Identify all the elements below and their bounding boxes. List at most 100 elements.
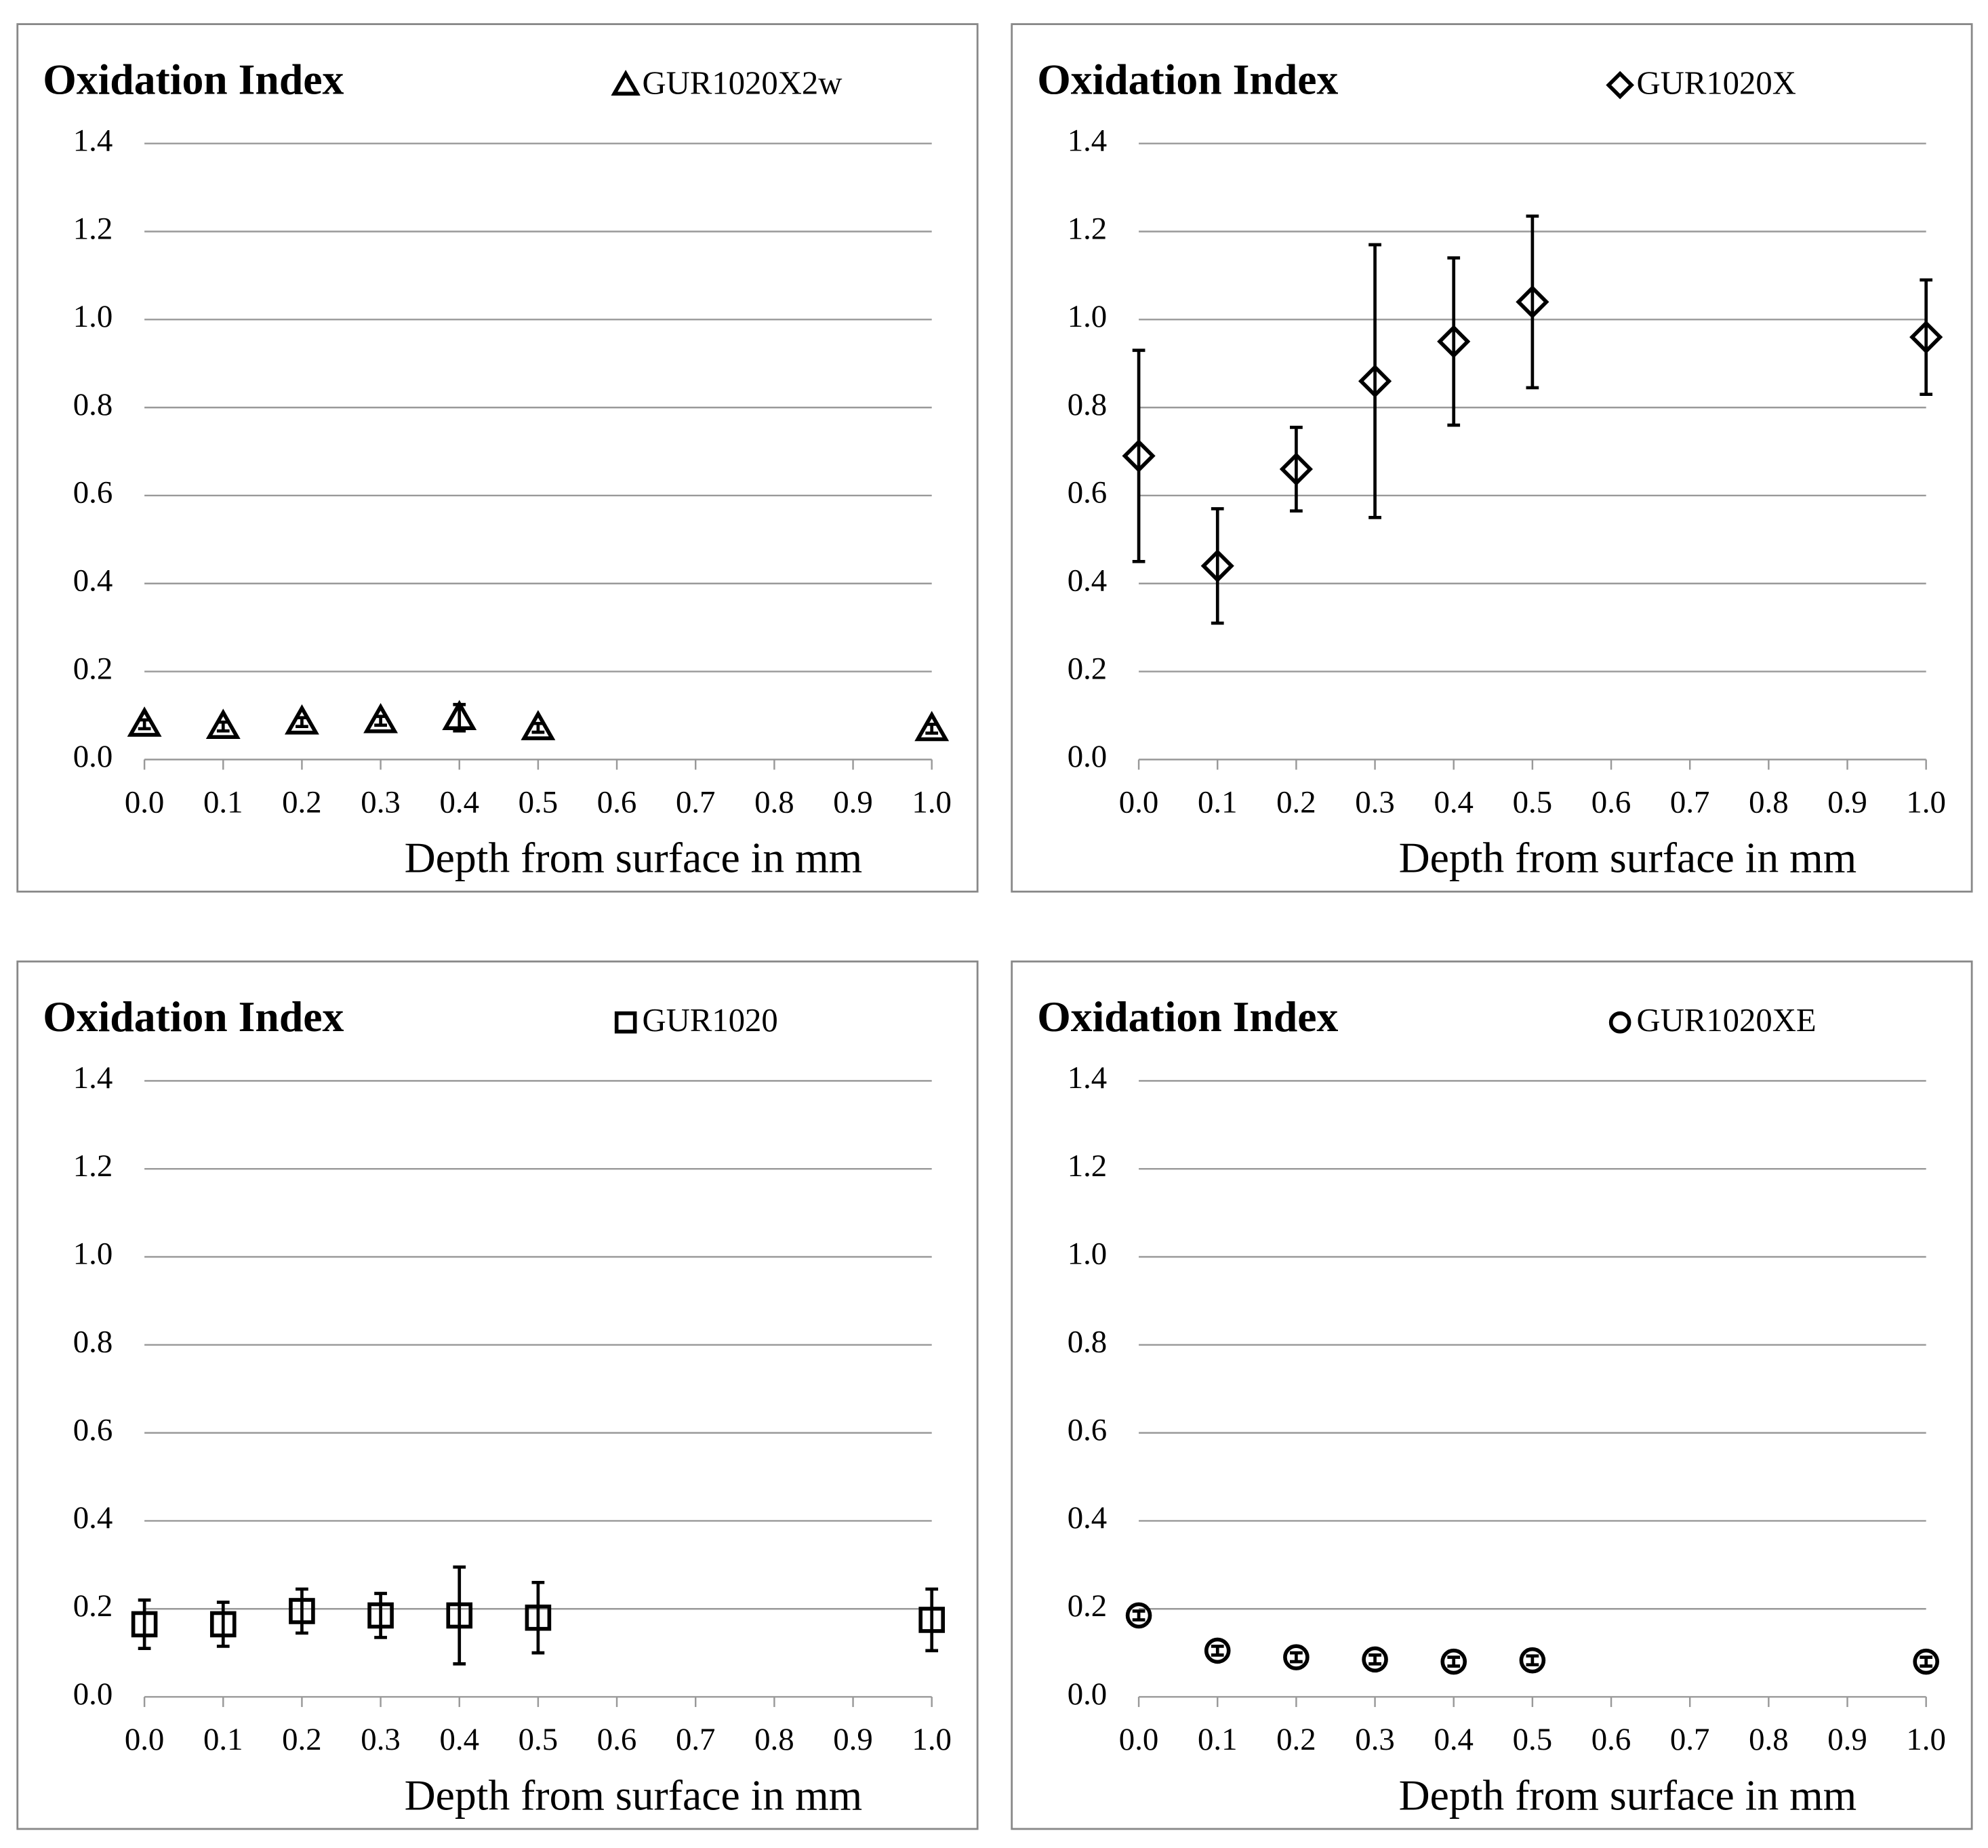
y-tick-label: 0.2: [73, 1588, 113, 1624]
error-bar: [1132, 348, 1145, 563]
error-bar: [1211, 507, 1224, 625]
error-bar: [453, 1565, 466, 1666]
error-bar: [1290, 426, 1303, 513]
x-axis-label: Depth from surface in mm: [405, 834, 863, 882]
marker: [289, 1598, 315, 1624]
legend-label: GUR1020X: [1637, 65, 1796, 102]
legend-label: GUR1020X2w: [643, 65, 843, 102]
marker: [1200, 549, 1234, 583]
marker: [284, 704, 319, 735]
x-tick-label: 0.0: [125, 1722, 165, 1757]
x-tick-label: 0.9: [833, 1722, 873, 1757]
error-bar: [1368, 1653, 1381, 1666]
y-tick-label: 0.6: [73, 475, 113, 510]
marker: [367, 1602, 394, 1629]
x-axis-label: Depth from surface in mm: [1399, 834, 1857, 882]
y-tick-label: 0.8: [73, 1325, 113, 1360]
marker: [1362, 1646, 1388, 1673]
y-tick-label: 0.6: [1068, 1412, 1108, 1447]
error-bar: [374, 1592, 387, 1639]
x-tick-label: 0.8: [1749, 785, 1789, 820]
marker: [1608, 1011, 1631, 1034]
x-tick-label: 0.4: [1434, 785, 1474, 820]
y-tick-label: 1.0: [1068, 299, 1108, 334]
panel-border: [1011, 23, 1973, 893]
marker: [1606, 71, 1634, 100]
marker: [205, 708, 241, 739]
x-tick-label: 0.4: [1434, 1722, 1474, 1757]
marker: [1913, 1648, 1939, 1675]
marker: [918, 1607, 945, 1633]
chart-title: Oxidation Index: [43, 55, 344, 103]
marker: [1279, 452, 1313, 486]
error-bar: [138, 1598, 151, 1650]
x-axis-label: Depth from surface in mm: [1399, 1771, 1857, 1819]
error-bar: [216, 1601, 230, 1648]
x-tick-label: 0.2: [1276, 785, 1316, 820]
marker: [611, 70, 641, 96]
y-tick-label: 1.4: [73, 123, 113, 158]
x-tick-label: 0.3: [1355, 785, 1395, 820]
marker: [1283, 1644, 1310, 1670]
x-tick-label: 0.9: [833, 785, 873, 820]
y-tick-label: 1.2: [73, 1148, 113, 1184]
panel-border: [1011, 960, 1973, 1830]
x-tick-label: 0.0: [1119, 785, 1159, 820]
chart-title: Oxidation Index: [1037, 55, 1338, 103]
error-bar: [1920, 278, 1933, 397]
marker: [131, 1611, 158, 1638]
marker: [1909, 320, 1943, 354]
marker: [363, 702, 399, 734]
x-tick-label: 0.9: [1827, 1722, 1867, 1757]
error-bar: [1368, 243, 1381, 519]
y-tick-label: 0.4: [73, 563, 113, 599]
x-tick-label: 0.5: [1513, 1722, 1553, 1757]
chart-panel: Oxidation Index 0.0 0.2 0.4 0.6 0.8 1.0 1.2 1.4 0…: [16, 960, 979, 1830]
chart-panel: Oxidation Index 0.0 0.2 0.4 0.6 0.8 1.0 1.2 1.4 0…: [1011, 960, 1973, 1830]
x-tick-label: 1.0: [1906, 1722, 1946, 1757]
chart-panel: Oxidation Index 0.0 0.2 0.4 0.6 0.8 1.0 1.2 1.4 0…: [16, 23, 979, 893]
x-tick-label: 0.7: [1670, 785, 1710, 820]
x-tick-label: 0.5: [519, 785, 559, 820]
y-tick-label: 1.2: [1068, 211, 1108, 246]
y-tick-label: 0.0: [73, 739, 113, 774]
x-tick-label: 1.0: [912, 1722, 952, 1757]
marker: [1125, 1602, 1152, 1629]
x-tick-label: 0.7: [676, 1722, 716, 1757]
x-tick-label: 0.8: [1749, 1722, 1789, 1757]
x-tick-label: 0.3: [361, 1722, 401, 1757]
legend-label: GUR1020XE: [1637, 1002, 1817, 1039]
error-bar: [1447, 1655, 1461, 1668]
error-bar: [1132, 1609, 1145, 1622]
x-tick-label: 1.0: [912, 785, 952, 820]
marker: [1358, 364, 1392, 398]
x-tick-label: 0.0: [125, 785, 165, 820]
y-tick-label: 0.8: [73, 387, 113, 422]
marker: [1516, 285, 1549, 319]
marker: [1440, 1648, 1467, 1675]
error-bar: [1211, 1645, 1224, 1657]
y-tick-label: 0.4: [1068, 563, 1108, 599]
error-bar: [531, 1580, 545, 1655]
y-tick-label: 1.4: [1068, 1060, 1108, 1096]
panel-border: [16, 960, 979, 1830]
x-tick-label: 0.9: [1827, 785, 1867, 820]
panel-border: [16, 23, 979, 893]
y-tick-label: 1.4: [73, 1060, 113, 1096]
x-tick-label: 0.1: [1198, 1722, 1238, 1757]
x-tick-label: 0.2: [1276, 1722, 1316, 1757]
marker: [442, 700, 477, 730]
error-bar: [1526, 214, 1539, 390]
error-bar: [1447, 256, 1461, 427]
x-tick-label: 0.1: [203, 1722, 243, 1757]
y-tick-label: 0.2: [1068, 651, 1108, 686]
y-tick-label: 1.2: [73, 211, 113, 246]
marker: [446, 1602, 473, 1629]
x-tick-label: 0.3: [1355, 1722, 1395, 1757]
y-tick-label: 0.2: [73, 651, 113, 686]
marker: [127, 706, 162, 737]
x-tick-label: 0.2: [282, 785, 322, 820]
x-tick-label: 0.0: [1119, 1722, 1159, 1757]
